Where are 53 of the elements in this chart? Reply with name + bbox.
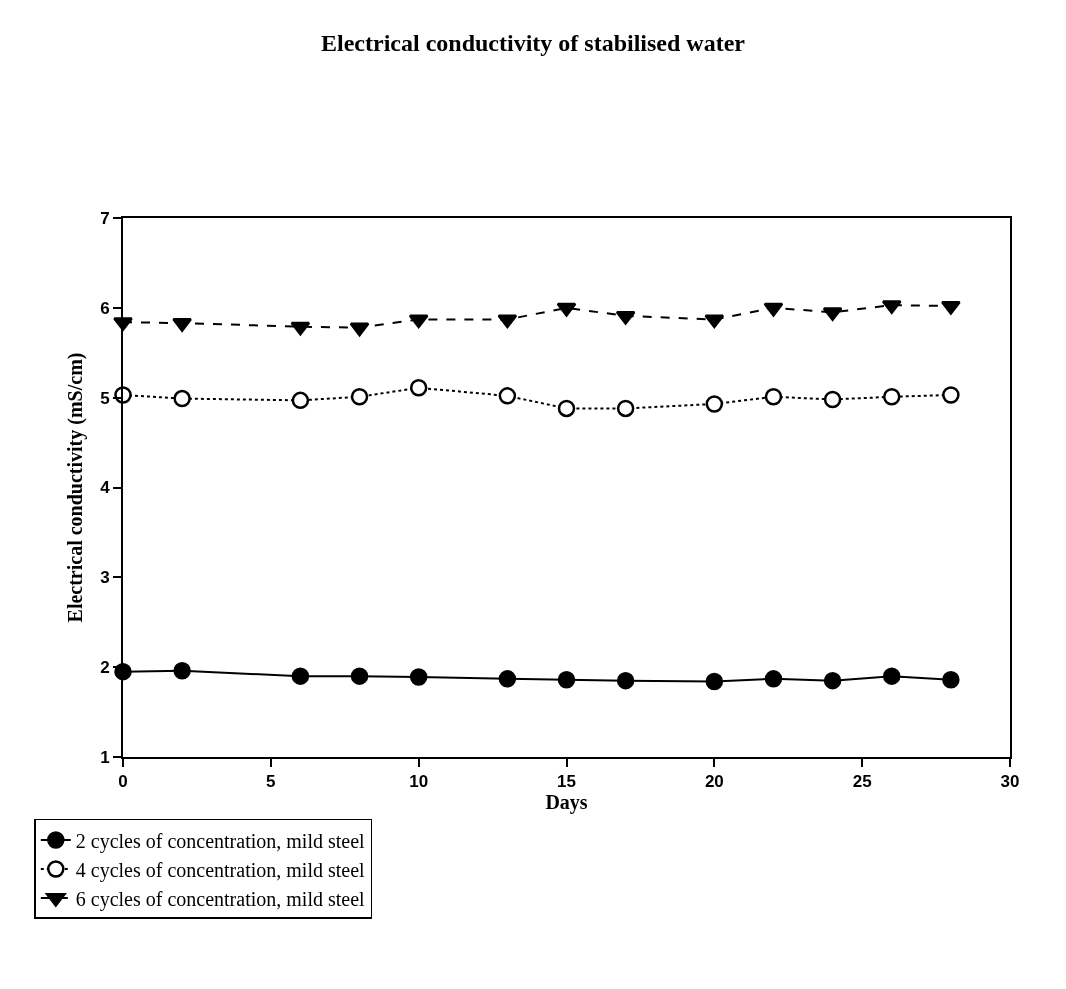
point — [557, 670, 576, 689]
y-axis-title: Electrical conductivity (mS/cm) — [64, 352, 88, 623]
legend-label: 2 cycles of concentration, mild steel — [75, 829, 366, 853]
point — [498, 670, 517, 688]
y-tick-label: 4 — [100, 478, 111, 498]
point — [350, 388, 369, 406]
y-tick-label: 1 — [100, 747, 110, 767]
point — [290, 321, 311, 336]
point — [616, 671, 635, 690]
point — [823, 671, 842, 690]
point — [409, 668, 428, 686]
point — [556, 302, 577, 317]
point — [409, 379, 428, 397]
x-tick-label: 5 — [266, 772, 276, 792]
y-tick-label: 2 — [100, 658, 110, 678]
point — [942, 386, 960, 404]
point — [408, 314, 429, 329]
y-tick-label: 7 — [100, 208, 110, 228]
point — [763, 302, 784, 317]
point — [882, 388, 901, 406]
y-tick-label: 3 — [100, 568, 110, 588]
point — [497, 314, 518, 329]
legend-label: 6 cycles of concentration, mild steel — [75, 887, 366, 911]
x-tick-label: 15 — [557, 772, 576, 792]
point — [498, 387, 517, 405]
chart-title: Electrical conductivity of stabilised water — [321, 30, 746, 57]
point — [705, 672, 724, 691]
point — [823, 390, 842, 409]
point — [173, 662, 191, 680]
point — [557, 399, 576, 418]
x-tick-label: 0 — [118, 772, 128, 792]
point — [615, 310, 636, 325]
point — [882, 667, 901, 685]
x-tick-label: 30 — [1000, 772, 1020, 792]
x-tick-label: 10 — [409, 772, 429, 792]
point — [704, 314, 725, 329]
point — [705, 395, 724, 413]
point — [616, 399, 635, 418]
point — [822, 307, 843, 322]
legend-label: 4 cycles of concentration, mild steel — [75, 858, 366, 882]
point — [349, 322, 370, 337]
y-tick-label: 6 — [100, 298, 110, 318]
y-tick-label: 5 — [100, 388, 110, 408]
point — [350, 667, 369, 685]
x-tick-label: 25 — [852, 772, 872, 792]
point — [173, 389, 191, 408]
point — [291, 667, 310, 685]
point — [942, 670, 960, 689]
x-tick-label: 20 — [704, 772, 724, 792]
point — [764, 670, 783, 688]
x-axis-title: Days — [545, 791, 588, 815]
point — [764, 388, 783, 406]
point — [291, 391, 310, 410]
